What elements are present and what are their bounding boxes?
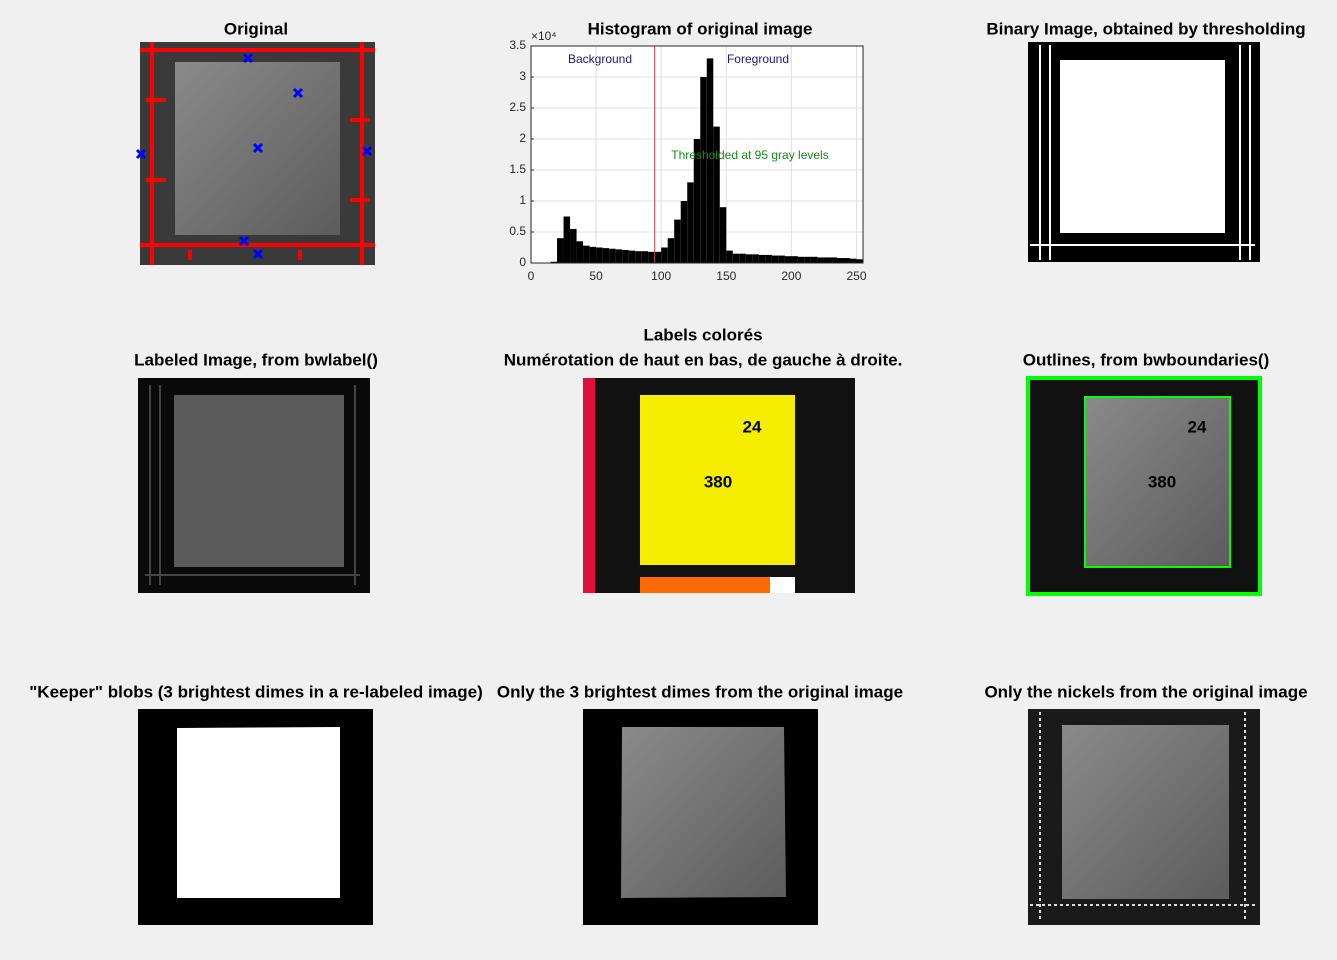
image-colored-labels (583, 378, 855, 593)
panel-title: "Keeper" blobs (3 brightest dimes in a r… (29, 682, 483, 701)
histogram-bar (557, 238, 564, 263)
panel-title: Outlines, from bwboundaries() (1023, 350, 1270, 369)
x-tick-label: 250 (846, 269, 866, 283)
histogram-bar (706, 58, 714, 264)
histogram-bar (771, 255, 779, 263)
histogram-bar (823, 257, 831, 263)
x-tick-label: 50 (589, 269, 603, 283)
image-original (135, 42, 375, 265)
histogram-bar (719, 207, 727, 263)
histogram-bar (843, 258, 850, 263)
histogram-bar (680, 201, 688, 263)
histogram-bar (784, 256, 792, 263)
blob-label: 24 (743, 417, 762, 436)
panel-subtitle: Numérotation de haut en bas, de gauche à… (504, 350, 903, 369)
y-exponent: ×10⁴ (531, 29, 557, 43)
y-tick-label: 3.5 (509, 38, 526, 52)
annotation: Foreground (727, 52, 789, 66)
panel-title: Original (224, 19, 288, 38)
histogram-bar (797, 256, 805, 263)
histogram-bar (849, 258, 857, 263)
annotation: Background (568, 52, 632, 66)
y-tick-label: 2.5 (509, 100, 526, 114)
histogram-bar (648, 251, 655, 263)
blob-label: 380 (704, 472, 732, 491)
histogram-bar (661, 247, 668, 263)
x-tick-label: 100 (651, 269, 671, 283)
histogram-bar (765, 254, 772, 263)
histogram-bar (674, 219, 681, 263)
histogram-bar (745, 254, 753, 263)
annotation: Thresholded at 95 gray levels (671, 148, 828, 162)
histogram-bar (804, 256, 811, 263)
chart-title: Histogram of original image (588, 19, 813, 38)
y-tick-label: 1 (519, 193, 526, 207)
histogram-bar (583, 245, 590, 263)
histogram-bar (654, 251, 662, 263)
panel-title: Only the 3 brightest dimes from the orig… (497, 682, 903, 701)
image-keeper (138, 709, 373, 925)
histogram-bar (687, 182, 694, 263)
histogram-bar (596, 247, 603, 263)
panel-title: Only the nickels from the original image (984, 682, 1307, 701)
histogram-bar (550, 261, 558, 263)
histogram-bar (726, 250, 733, 263)
histogram-bar (693, 139, 701, 263)
histogram-bar (628, 250, 636, 263)
histogram-bar (622, 249, 629, 263)
histogram-bar (700, 77, 707, 263)
histogram-bar (752, 254, 759, 263)
histogram-bar (602, 248, 610, 263)
x-tick-label: 150 (716, 269, 736, 283)
histogram-bar (615, 249, 623, 263)
image-dimes (583, 709, 818, 925)
panel-title: Labeled Image, from bwlabel() (134, 350, 378, 369)
image-binary (1028, 42, 1260, 262)
panel-title: Labels colorés (643, 325, 762, 344)
histogram-bar (589, 246, 597, 263)
image-nickels (1028, 709, 1260, 925)
histogram-bar (570, 228, 577, 263)
histogram-bar (830, 257, 837, 263)
y-tick-label: 3 (519, 69, 526, 83)
histogram-bar (713, 126, 720, 263)
histogram-bar (758, 254, 766, 263)
histogram-bar (609, 248, 616, 263)
histogram-bar (576, 241, 584, 263)
histogram-bar (563, 216, 571, 263)
blob-label: 380 (1148, 472, 1176, 491)
histogram-bar (732, 253, 740, 263)
y-tick-label: 0.5 (509, 224, 526, 238)
histogram-bar (739, 253, 746, 263)
histogram-bar (778, 255, 785, 263)
histogram-bar (641, 251, 649, 263)
histogram: 0 50 100 150 200 250 0 0.5 1 1.5 2 2.5 3 3.5 ×10⁴ Backg… (509, 29, 867, 283)
histogram-bar (791, 256, 798, 263)
y-tick-label: 0 (519, 255, 526, 269)
axes-box (530, 45, 864, 264)
y-tick-label: 2 (519, 131, 526, 145)
histogram-bar (817, 257, 824, 263)
image-outlines (1026, 376, 1262, 596)
histogram-bar (635, 251, 642, 263)
histogram-bar (836, 258, 844, 263)
x-tick-label: 0 (528, 269, 535, 283)
histogram-bar (810, 256, 818, 263)
x-tick-label: 200 (781, 269, 801, 283)
histogram-bar (667, 238, 675, 263)
histogram-bar (856, 259, 863, 263)
image-labeled (138, 378, 370, 593)
blob-label: 24 (1188, 417, 1207, 436)
y-tick-label: 1.5 (509, 162, 526, 176)
panel-title: Binary Image, obtained by thresholding (986, 19, 1305, 38)
